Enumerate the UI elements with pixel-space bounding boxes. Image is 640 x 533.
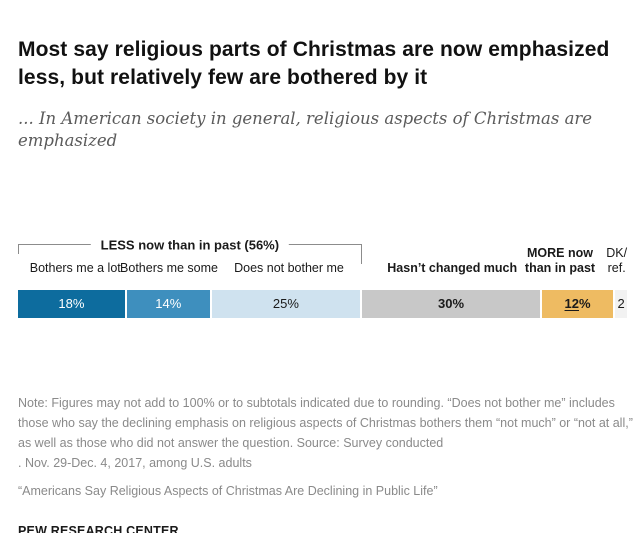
column-labels: Bothers me a lot Bothers me some Does not … [18, 245, 627, 275]
bar-segment-2: 25% [211, 290, 361, 319]
column-label-3: Hasn’t changed much [387, 260, 518, 275]
segment-value: 2 [617, 296, 625, 312]
bar-segment-0: 18% [18, 290, 125, 319]
source-quote: “Americans Say Religious Aspects of Chri… [18, 484, 438, 499]
page-title: Most say religious parts of Christmas ar… [18, 38, 610, 89]
column-label-2: Does not bother me [234, 260, 344, 275]
segment-value: 25% [272, 296, 299, 312]
bar-segment-1: 14% [126, 290, 210, 319]
bar-segment-3: 30% [362, 290, 540, 319]
column-label-0: Bothers me a lot [29, 260, 121, 275]
note-text: Note: Figures may not add to 100% or to … [18, 396, 633, 471]
subtotal-bracket: LESS now than in past (56%) [18, 237, 362, 265]
stacked-bar: 18% 14% 25% 30% 12% 2 [18, 290, 627, 319]
segment-value: 30% [437, 296, 465, 312]
column-label-4: MORE now than in past [524, 246, 596, 275]
column-label-5: DK/ ref. [606, 246, 628, 275]
bar-segment-5: 2 [615, 290, 627, 319]
column-label-1: Bothers me some [120, 260, 219, 275]
bracket-label: LESS now than in past (56%) [90, 237, 290, 253]
segment-value: 12% [564, 296, 591, 312]
segment-value: 18% [58, 296, 85, 312]
footer-wordmark: PEW RESEARCH CENTER [18, 524, 179, 533]
chart-subtitle: ... In American society in general, reli… [18, 109, 593, 150]
bar-segment-4: 12% [541, 290, 614, 319]
stacked-bar-chart: LESS now than in past (56%) Bothers me a… [18, 237, 627, 319]
segment-value: 14% [155, 296, 182, 312]
